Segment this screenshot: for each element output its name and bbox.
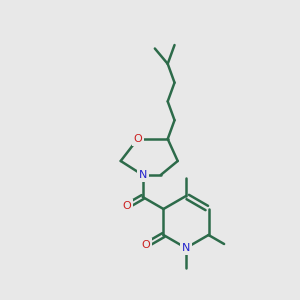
Text: N: N [139, 170, 147, 180]
Text: O: O [123, 201, 131, 211]
Text: O: O [142, 240, 151, 250]
Text: N: N [182, 243, 190, 253]
Text: O: O [133, 134, 142, 144]
